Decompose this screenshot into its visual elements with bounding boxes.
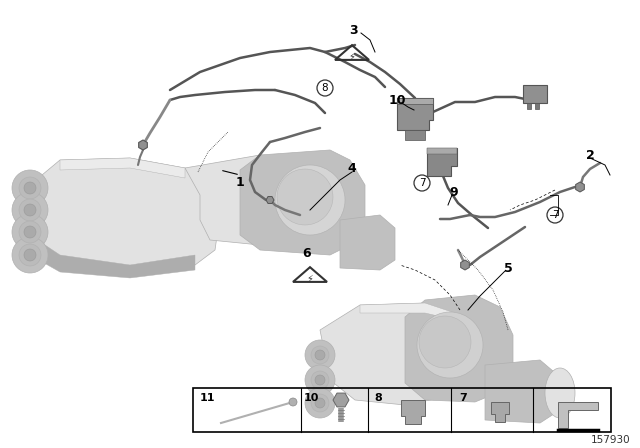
Text: 8: 8 <box>322 83 328 93</box>
Circle shape <box>317 80 333 96</box>
Circle shape <box>311 346 329 364</box>
Text: 157930: 157930 <box>590 435 630 445</box>
Polygon shape <box>405 295 513 402</box>
Circle shape <box>311 371 329 389</box>
Circle shape <box>275 165 345 235</box>
Circle shape <box>315 398 325 408</box>
Circle shape <box>305 388 335 418</box>
Circle shape <box>24 204 36 216</box>
Text: 11: 11 <box>199 393 215 403</box>
Polygon shape <box>397 98 433 130</box>
Circle shape <box>547 207 563 223</box>
Polygon shape <box>266 197 274 203</box>
Circle shape <box>417 312 483 378</box>
Circle shape <box>414 175 430 191</box>
Polygon shape <box>527 103 531 109</box>
Polygon shape <box>30 158 220 275</box>
Text: 10: 10 <box>303 393 319 403</box>
Circle shape <box>12 214 48 250</box>
Polygon shape <box>397 98 433 104</box>
Circle shape <box>19 177 41 199</box>
Circle shape <box>12 237 48 273</box>
Polygon shape <box>491 402 509 422</box>
Text: 9: 9 <box>450 185 458 198</box>
Circle shape <box>305 365 335 395</box>
Polygon shape <box>558 402 598 428</box>
Ellipse shape <box>545 368 575 418</box>
Text: 7: 7 <box>459 393 467 403</box>
Polygon shape <box>240 150 365 255</box>
Circle shape <box>12 192 48 228</box>
Polygon shape <box>575 182 584 192</box>
Circle shape <box>305 340 335 370</box>
Circle shape <box>24 249 36 261</box>
Text: 1: 1 <box>236 176 244 189</box>
Polygon shape <box>185 155 330 245</box>
Polygon shape <box>139 140 147 150</box>
Polygon shape <box>405 130 425 140</box>
Circle shape <box>19 199 41 221</box>
Circle shape <box>289 398 297 406</box>
Polygon shape <box>360 303 455 320</box>
Text: ⚡: ⚡ <box>349 52 355 62</box>
Polygon shape <box>401 400 425 424</box>
Text: 3: 3 <box>349 23 358 36</box>
Polygon shape <box>485 360 560 423</box>
Polygon shape <box>333 393 349 407</box>
Polygon shape <box>535 103 539 109</box>
Text: 5: 5 <box>504 262 513 275</box>
Circle shape <box>315 350 325 360</box>
Text: 8: 8 <box>374 393 382 403</box>
Text: ⚡: ⚡ <box>307 274 314 284</box>
Circle shape <box>277 169 333 225</box>
Text: 7: 7 <box>419 178 426 188</box>
Text: 6: 6 <box>303 246 311 259</box>
Circle shape <box>24 182 36 194</box>
Polygon shape <box>60 158 185 178</box>
Polygon shape <box>427 148 457 176</box>
Text: 4: 4 <box>348 161 356 175</box>
Circle shape <box>419 316 471 368</box>
Polygon shape <box>523 85 547 103</box>
Text: 7: 7 <box>552 210 558 220</box>
Circle shape <box>24 226 36 238</box>
Circle shape <box>311 394 329 412</box>
Circle shape <box>19 221 41 243</box>
Text: 2: 2 <box>586 148 595 161</box>
Polygon shape <box>320 303 480 405</box>
Polygon shape <box>340 215 395 270</box>
Bar <box>193 388 611 432</box>
Circle shape <box>315 375 325 385</box>
Text: 10: 10 <box>388 94 406 107</box>
Polygon shape <box>427 148 457 154</box>
Polygon shape <box>30 235 195 278</box>
Polygon shape <box>461 260 469 270</box>
Circle shape <box>12 170 48 206</box>
Circle shape <box>19 244 41 266</box>
